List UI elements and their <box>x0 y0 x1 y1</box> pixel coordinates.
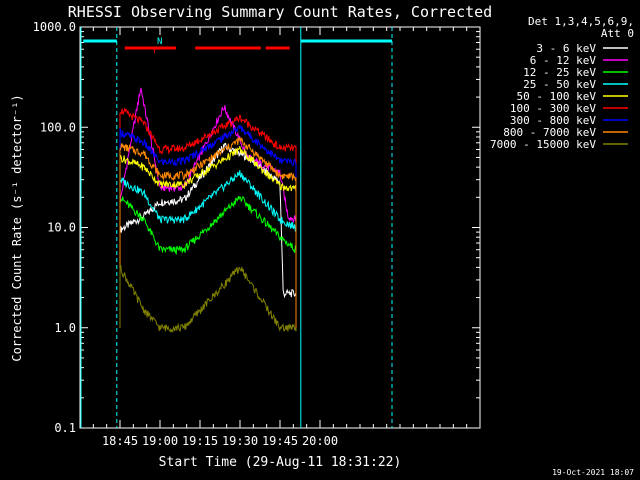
x-tick-label: 19:45 <box>262 434 298 448</box>
plot-frame <box>79 26 481 429</box>
y-tick-label: 1000.0 <box>33 20 76 34</box>
series-line-5 <box>119 146 297 328</box>
footer-date: 19-Oct-2021 18:07 <box>552 468 634 477</box>
series-line-4 <box>119 170 297 328</box>
legend-label-9: 7000 - 15000 keV <box>490 138 596 151</box>
night-flag-label: N <box>157 37 162 47</box>
x-axis-label: Start Time (29-Aug-11 18:31:22) <box>159 455 402 470</box>
x-tick-label: 19:30 <box>222 434 258 448</box>
y-tick-label: 100.0 <box>40 120 76 134</box>
chart-title: RHESSI Observing Summary Count Rates, Co… <box>68 3 492 21</box>
series-line-6 <box>119 107 297 328</box>
y-axis-label: Corrected Count Rate (s⁻¹ detector⁻¹) <box>10 94 24 361</box>
legend-label-3: 12 - 25 keV <box>523 66 596 79</box>
legend-label-2: 6 - 12 keV <box>530 54 597 67</box>
legend-label-1: 3 - 6 keV <box>536 42 596 55</box>
series-line-8 <box>119 136 297 328</box>
legend-label-7: 300 - 800 keV <box>510 114 596 127</box>
series-line-7 <box>119 124 297 328</box>
series-line-3 <box>119 196 297 328</box>
legend-label-5: 50 - 100 keV <box>517 90 597 103</box>
legend-header-line-1: Det 1,3,4,5,6,9, <box>528 15 634 28</box>
y-tick-label: 1.0 <box>54 321 76 335</box>
legend-label-8: 800 - 7000 keV <box>503 126 596 139</box>
x-tick-label: 19:15 <box>182 434 218 448</box>
legend-label-6: 100 - 300 keV <box>510 102 596 115</box>
x-tick-label: 18:45 <box>102 434 138 448</box>
series-line-1 <box>119 142 297 328</box>
y-tick-label: 10.0 <box>47 221 76 235</box>
x-tick-label: 20:00 <box>302 434 338 448</box>
x-tick-label: 19:00 <box>142 434 178 448</box>
y-tick-label: 0.1 <box>54 421 76 435</box>
plot-area: 0.1 1.0 10.0 100.0 1000.0 18:45 19:00 19:15 19:3… <box>33 20 628 448</box>
legend-header-line-2: Att 0 <box>601 27 634 40</box>
legend-label-4: 25 - 50 keV <box>523 78 596 91</box>
flare-flag-label: F <box>153 46 158 56</box>
series-line-9 <box>119 264 297 334</box>
